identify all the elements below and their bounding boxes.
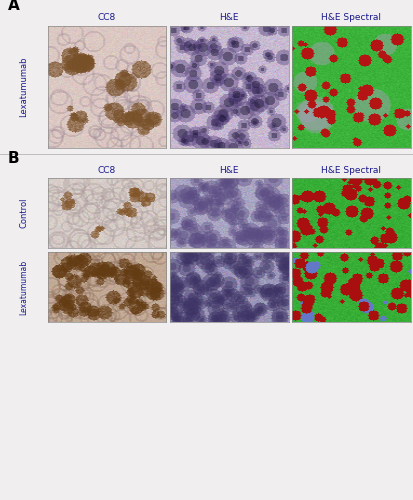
Text: Lexatumumab: Lexatumumab [19,56,28,117]
Text: H&E: H&E [219,166,238,174]
Text: CC8: CC8 [97,166,116,174]
Text: Control: Control [19,198,28,228]
Text: H&E: H&E [219,14,238,22]
Text: H&E Spectral: H&E Spectral [320,14,380,22]
Text: CC8: CC8 [97,14,116,22]
Text: Lexatumumab: Lexatumumab [19,260,28,314]
Text: B: B [7,150,19,166]
Text: H&E Spectral: H&E Spectral [320,166,380,174]
Text: A: A [7,0,19,14]
